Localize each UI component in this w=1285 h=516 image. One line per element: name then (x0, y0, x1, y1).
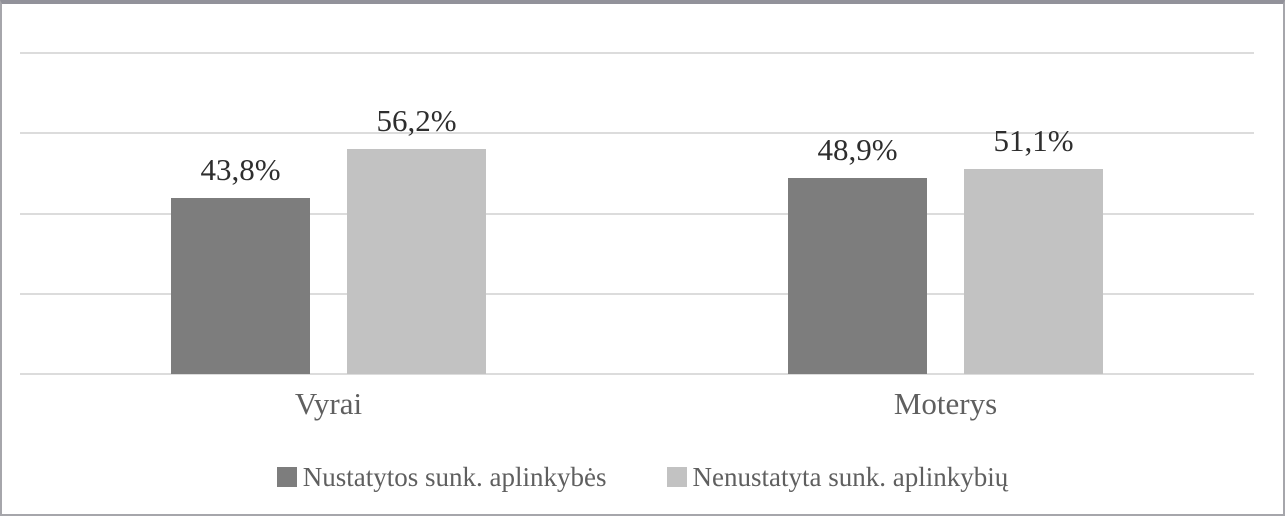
category-label-vyrai: Vyrai (294, 386, 363, 421)
plot-area: 43,8% 56,2% 48,9% 51,1% (20, 52, 1254, 375)
legend-swatch-icon (666, 467, 687, 487)
legend-label-series2: Nenustatyta sunk. aplinkybių (692, 461, 1009, 492)
bar-group-moterys: 48,9% 51,1% (637, 53, 1254, 374)
bar-series2-vyrai: 56,2% (347, 105, 486, 374)
gridline (20, 373, 1254, 375)
category-label-moterys: Moterys (893, 386, 998, 421)
legend-swatch-icon (276, 467, 297, 487)
gridlines (20, 52, 1254, 375)
gridline (20, 132, 1254, 135)
data-label-series1-vyrai: 43,8% (200, 152, 281, 188)
bar-series1-vyrai: 43,8% (171, 154, 310, 374)
data-label-series2-vyrai: 56,2% (376, 102, 457, 138)
legend-item-series2: Nenustatyta sunk. aplinkybių (666, 461, 1009, 492)
bar-series1-moterys: 48,9% (788, 134, 927, 374)
bar-series2-moterys: 51,1% (964, 125, 1103, 374)
legend-label-series1: Nustatytos sunk. aplinkybės (302, 461, 607, 492)
gridline (20, 212, 1254, 215)
bar-group-vyrai: 43,8% 56,2% (20, 53, 637, 374)
gridline (20, 292, 1254, 295)
legend: Nustatytos sunk. aplinkybės Nenustatyta s… (2, 456, 1283, 498)
data-label-series1-moterys: 48,9% (817, 131, 898, 167)
category-axis: Vyrai Moterys (20, 374, 1254, 419)
data-label-series2-moterys: 51,1% (993, 122, 1074, 158)
legend-item-series1: Nustatytos sunk. aplinkybės (276, 461, 607, 492)
bar-groups: 43,8% 56,2% 48,9% 51,1% (20, 53, 1254, 374)
gridline (20, 52, 1254, 54)
